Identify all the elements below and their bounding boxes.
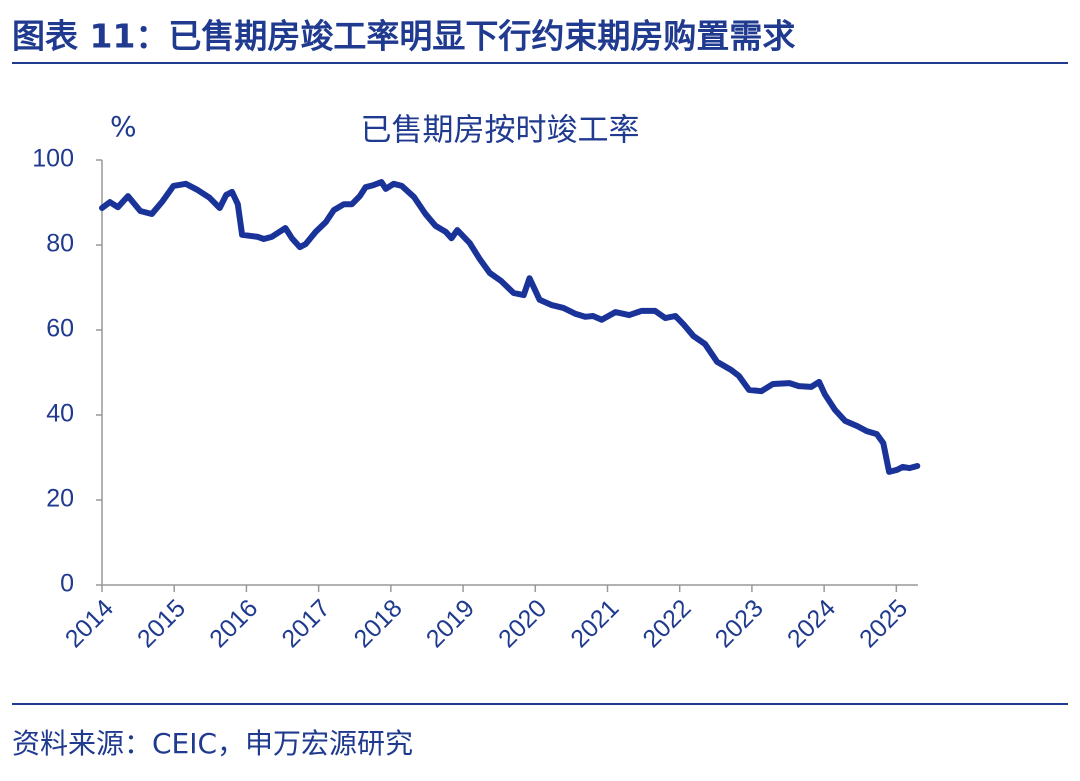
x-tick-label: 2015 xyxy=(132,594,191,653)
y-tick-label: 80 xyxy=(46,230,74,258)
y-tick-label: 40 xyxy=(46,400,74,428)
y-unit: % xyxy=(110,110,137,143)
x-tick-label: 2023 xyxy=(710,594,769,653)
y-tick-label: 60 xyxy=(46,315,74,343)
source: 资料来源：CEIC，申万宏源研究 xyxy=(12,727,413,760)
figure-title: 图表 11：已售期房竣工率明显下行约束期房购置需求 xyxy=(12,17,795,56)
x-tick-label: 2024 xyxy=(782,594,841,653)
chart-title: 已售期房按时竣工率 xyxy=(361,113,640,149)
y-tick-label: 20 xyxy=(46,485,74,513)
x-tick-label: 2025 xyxy=(854,594,913,653)
x-tick-label: 2022 xyxy=(637,594,696,653)
x-tick-label: 2018 xyxy=(349,594,408,653)
y-tick-label: 0 xyxy=(60,570,74,598)
x-tick-label: 2017 xyxy=(276,594,335,653)
x-tick-label: 2014 xyxy=(60,594,119,653)
x-tick-label: 2021 xyxy=(565,594,624,653)
x-tick-label: 2019 xyxy=(421,594,480,653)
y-tick-label: 100 xyxy=(32,145,74,173)
x-tick-label: 2016 xyxy=(204,594,263,653)
x-tick-label: 2020 xyxy=(493,594,552,653)
data-line xyxy=(99,179,921,475)
